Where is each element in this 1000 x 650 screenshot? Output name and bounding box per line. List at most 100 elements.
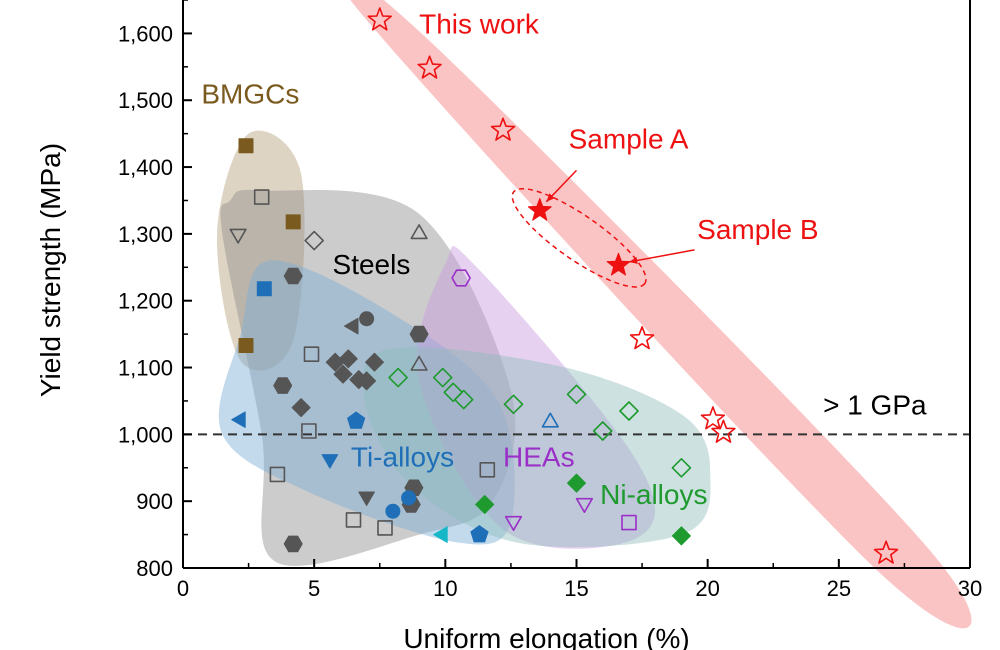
data-point-star-filled — [527, 198, 552, 221]
data-point-diamond-open — [304, 230, 325, 251]
data-point-diamond-filled — [365, 352, 384, 372]
data-point-diamond-open — [619, 401, 639, 421]
x-tick-label: 20 — [695, 576, 719, 601]
data-point-diamond-filled — [357, 371, 377, 391]
y-tick-label: 1,400 — [118, 155, 173, 180]
x-tick-label: 30 — [958, 576, 982, 601]
data-point-diamond-filled — [671, 526, 691, 546]
data-point-star-open — [873, 540, 899, 564]
group-regions — [217, 0, 972, 629]
y-tick-label: 800 — [136, 556, 173, 581]
data-point-square-open — [303, 346, 320, 363]
x-tick-label: 25 — [827, 576, 851, 601]
data-point-diamond-filled — [333, 364, 353, 384]
ticks: 0 5 10 15 20 25 30 800 900 1,000 1,100 1,200 1,300 1,… — [118, 0, 982, 601]
sample-arrows — [545, 169, 695, 264]
data-point-star-open — [629, 325, 655, 350]
data-point-triangle-down-filled — [358, 491, 375, 506]
region-bmgcs — [217, 130, 305, 371]
data-point-square-open — [253, 189, 270, 205]
data-point-diamond-filled — [475, 495, 495, 514]
y-tick-label: 1,000 — [118, 422, 173, 447]
data-point-pentagon-filled — [347, 411, 366, 429]
data-point-circle-filled — [401, 490, 417, 506]
y-tick-label: 1,600 — [118, 21, 173, 46]
data-point-hexagon-filled — [273, 377, 293, 394]
data-point-square-open — [269, 466, 286, 483]
data-point-hexagon-filled — [409, 325, 429, 343]
data-point-square-filled — [238, 138, 254, 154]
data-point-triangle-down-filled — [321, 454, 339, 469]
region-this-work — [350, 0, 972, 629]
data-point-star-open — [490, 117, 516, 141]
data-point-diamond-open — [592, 421, 613, 441]
data-point-square-open — [479, 461, 496, 478]
x-tick-label: 0 — [177, 576, 189, 601]
x-tick-label: 10 — [433, 576, 457, 601]
data-point-diamond-filled — [338, 349, 358, 369]
sample-b-arrow-head — [628, 257, 638, 264]
data-point-star-open — [367, 7, 393, 31]
label-bmgcs: BMGCs — [201, 79, 299, 110]
data-point-triangle-down-open — [229, 228, 247, 244]
y-tick-label: 1,500 — [118, 88, 173, 113]
data-point-square-open — [377, 520, 393, 536]
data-point-square-filled — [285, 214, 301, 230]
sample-b-arrow — [628, 249, 695, 263]
data-point-star-filled — [606, 252, 631, 276]
data-point-triangle-down-open — [575, 497, 594, 514]
data-point-hexagon-filled — [283, 535, 303, 553]
data-point-triangle-up-open — [541, 412, 559, 428]
data-point-diamond-filled — [567, 473, 586, 493]
data-point-diamond-open — [453, 389, 474, 410]
data-point-star-open — [700, 406, 726, 430]
label-heas: HEAs — [503, 441, 575, 472]
sample-ellipses — [511, 187, 647, 288]
data-point-triangle-up-open — [410, 224, 428, 240]
label-sample-b: Sample B — [697, 214, 818, 245]
data-point-square-open — [345, 512, 362, 528]
data-point-square-open — [301, 423, 317, 439]
data-point-diamond-open — [432, 367, 453, 388]
y-tick-label: 900 — [136, 489, 173, 514]
x-axis-title: Uniform elongation (%) — [403, 623, 689, 650]
sample-ellipse — [511, 187, 647, 288]
region-ti-alloys — [218, 260, 515, 545]
label-steels: Steels — [333, 249, 411, 280]
data-point-hexagon-open — [451, 269, 471, 287]
sample-a-arrow-head — [546, 193, 555, 202]
data-point-triangle-left-filled — [344, 317, 359, 335]
y-axis-title: Yield strength (MPa) — [35, 143, 66, 397]
data-points — [229, 7, 899, 564]
data-point-circle-filled — [359, 311, 375, 327]
label-this-work: This work — [419, 8, 540, 39]
data-point-diamond-open — [671, 457, 692, 478]
data-point-square-open — [621, 514, 637, 531]
data-point-diamond-open — [566, 384, 587, 405]
data-point-diamond-filled — [291, 398, 311, 418]
threshold-label: > 1 GPa — [823, 389, 927, 420]
data-point-triangle-left-filled — [433, 526, 448, 543]
data-point-pentagon-filled — [470, 525, 489, 543]
data-point-diamond-open — [503, 394, 524, 415]
data-point-hexagon-filled — [283, 267, 303, 285]
region-heas — [416, 246, 656, 549]
data-point-square-filled — [256, 281, 272, 297]
data-point-square-filled — [238, 338, 254, 353]
data-point-diamond-open — [388, 367, 408, 388]
data-point-star-open — [711, 419, 736, 443]
data-point-triangle-down-open — [504, 515, 523, 532]
data-point-circle-filled — [385, 503, 401, 519]
x-tick-label: 15 — [564, 576, 588, 601]
label-ti-alloys: Ti-alloys — [351, 441, 454, 472]
x-tick-label: 5 — [308, 576, 320, 601]
y-tick-label: 1,300 — [118, 222, 173, 247]
label-ni-alloys: Ni-alloys — [600, 479, 707, 510]
data-point-triangle-left-filled — [231, 411, 246, 428]
annotations: This work BMGCs Steels Ti-alloys HEAs Ni-allo… — [201, 8, 818, 509]
y-tick-label: 1,100 — [118, 356, 173, 381]
y-tick-label: 1,200 — [118, 289, 173, 314]
data-point-star-open — [417, 55, 442, 79]
data-point-triangle-up-open — [410, 355, 428, 371]
